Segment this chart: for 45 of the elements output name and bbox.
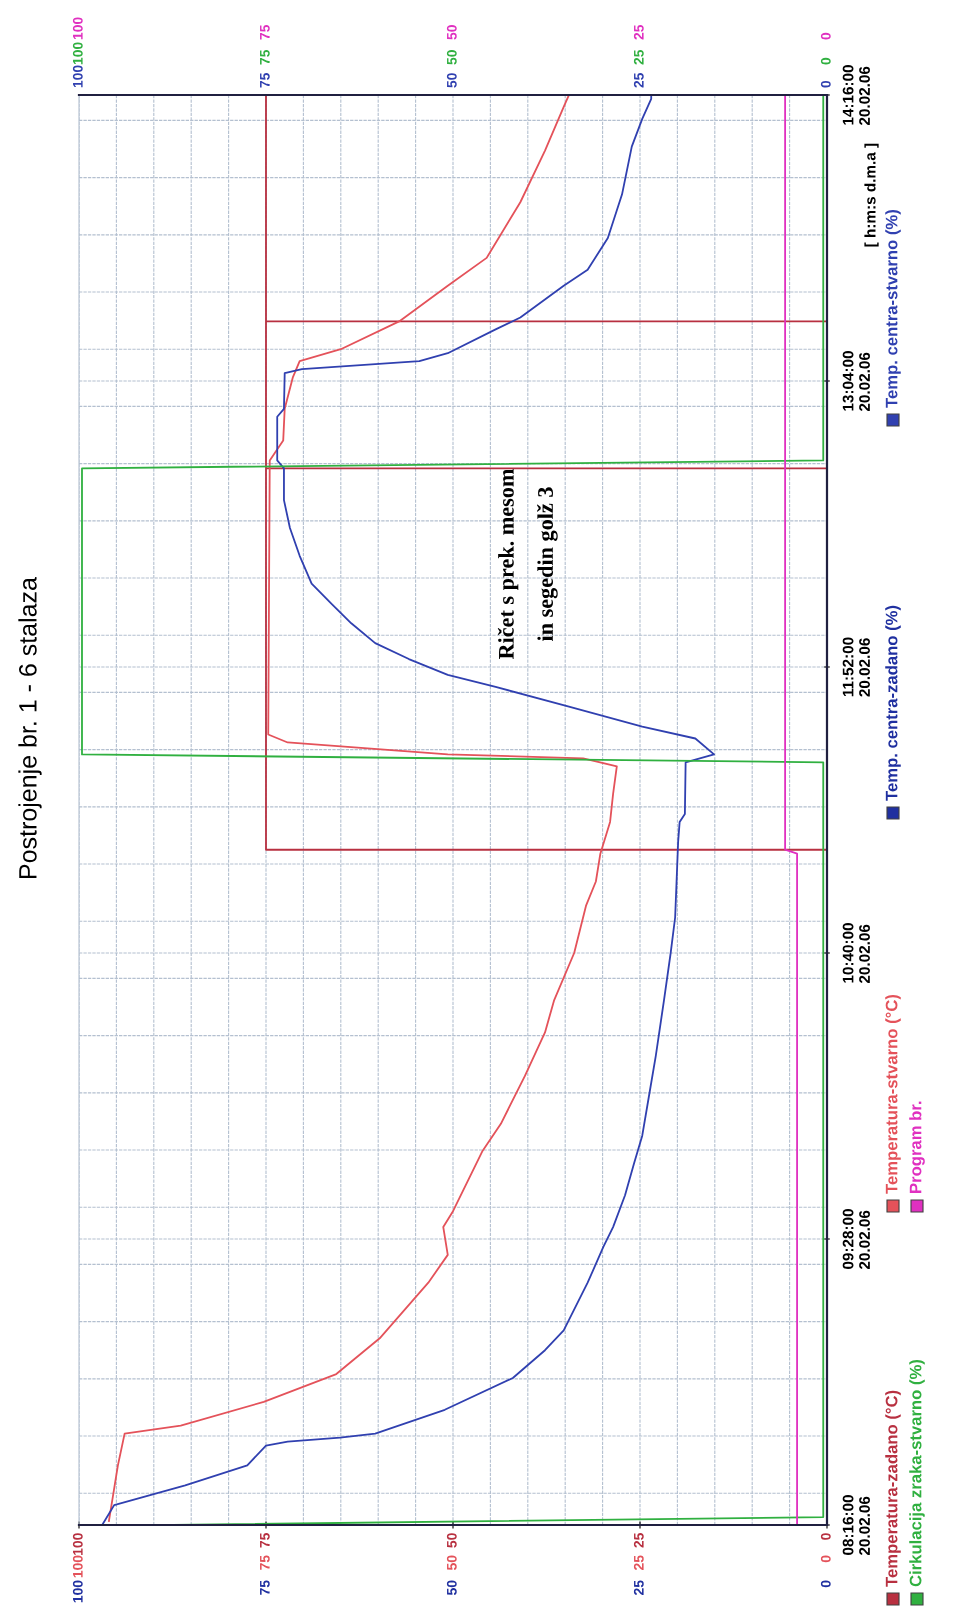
text: Program br. <box>909 1101 925 1193</box>
y-axis-title: [ h:m:s d.m.a ] <box>864 143 879 247</box>
text: Cirkulacija zraka-stvarno (%) <box>909 1359 925 1587</box>
text: 100 <box>72 1555 83 1578</box>
text: 0 <box>820 57 831 65</box>
y-tick-label: 13:04:00 20.02.06 <box>842 351 870 412</box>
text: 50 <box>446 50 457 65</box>
y-tick-label: 10:40:00 20.02.06 <box>842 923 870 984</box>
x2-tick-label: 75 <box>260 1533 270 1548</box>
text: 25 <box>633 24 644 40</box>
text: 100 <box>72 1580 83 1603</box>
y-tick-label: 08:16:00 20.02.06 <box>842 1495 870 1556</box>
legend-label: Temp. centra-zadano (%) <box>885 605 901 801</box>
x-tick-label: 25 <box>633 72 644 88</box>
x2-tick-label: 50 <box>446 1533 457 1548</box>
text: 0 <box>820 1580 831 1588</box>
text: Temperatura-stvarno (°C) <box>885 994 901 1194</box>
text: 25 <box>633 1580 644 1595</box>
text: 25 <box>633 1555 644 1570</box>
text: 50 <box>446 1580 457 1596</box>
x2-tick-label: 100 <box>72 1533 83 1555</box>
text: 75 <box>260 1555 270 1570</box>
text: 50 <box>446 25 457 40</box>
text: 50 <box>446 1555 457 1571</box>
y-tick-label: 14:16:00 20.02.06 <box>842 65 870 126</box>
text: 100 <box>72 42 83 65</box>
text: Temperatura-zadano (°C) <box>885 1390 901 1587</box>
x-tick-label: 0 <box>820 80 831 88</box>
x-tick-label: 50 <box>446 73 457 88</box>
x2-tick-label: 0 <box>820 1533 831 1540</box>
x-tick-label: 100 <box>72 65 83 88</box>
y-tick-label: 11:52:00 20.02.06 <box>842 637 870 697</box>
annotation: Ričet s prek. mesom in segedin golž 3 <box>497 468 558 660</box>
text: Temp. centra-stvarno (%) <box>885 210 901 408</box>
text: 100 <box>72 17 83 40</box>
text: Postrojenje br. 1 - 6 stalaza <box>18 577 42 878</box>
text: 0 <box>820 1555 831 1563</box>
text: 75 <box>260 1580 270 1595</box>
x2-tick-label: 25 <box>633 1533 644 1548</box>
text: 75 <box>260 49 270 65</box>
x-tick-label: 75 <box>260 72 270 88</box>
text: 25 <box>633 49 644 65</box>
text: 0 <box>820 32 831 40</box>
text: 75 <box>260 24 270 40</box>
y-tick-label: 09:28:00 20.02.06 <box>842 1209 870 1270</box>
